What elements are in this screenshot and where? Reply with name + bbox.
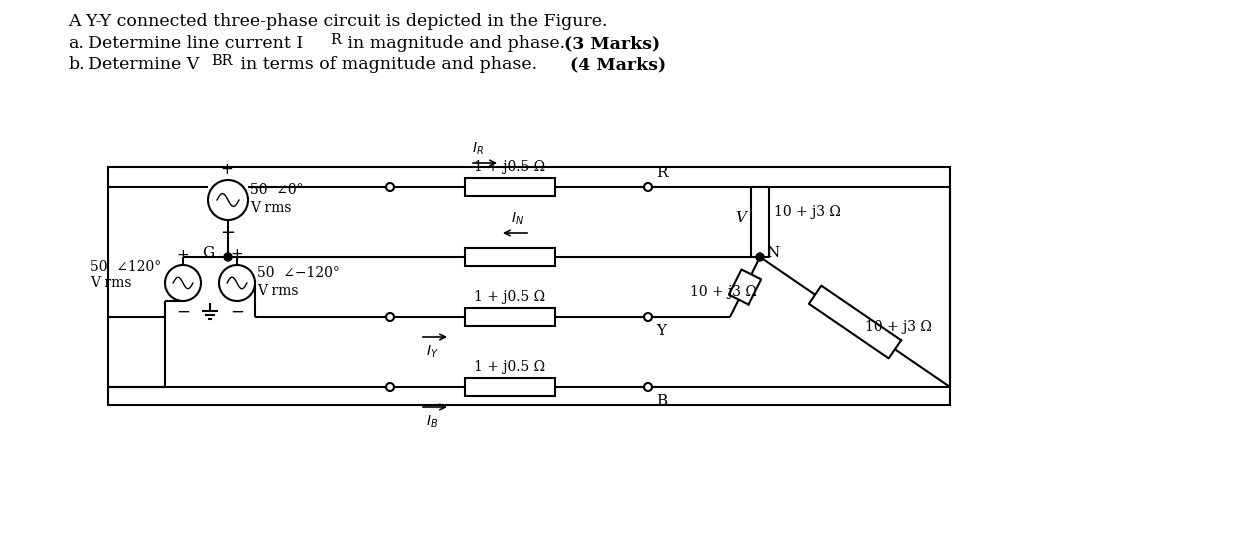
Text: a.: a.	[68, 35, 84, 52]
Text: R: R	[330, 33, 340, 47]
Text: 10 + j3 Ω: 10 + j3 Ω	[691, 285, 756, 299]
Text: $I_Y$: $I_Y$	[426, 344, 438, 361]
Text: $I_N$: $I_N$	[512, 211, 524, 227]
Text: in magnitude and phase.: in magnitude and phase.	[342, 35, 570, 52]
Text: 50  ∠120°: 50 ∠120°	[89, 260, 161, 274]
Circle shape	[386, 383, 394, 391]
Polygon shape	[729, 270, 761, 304]
Text: 10 + j3 Ω: 10 + j3 Ω	[864, 320, 932, 334]
Text: 1 + j0.5 Ω: 1 + j0.5 Ω	[474, 160, 545, 174]
Text: −: −	[230, 303, 243, 321]
Text: V rms: V rms	[250, 201, 292, 215]
Circle shape	[165, 265, 201, 301]
Text: +: +	[176, 248, 189, 263]
Text: $I_B$: $I_B$	[426, 414, 438, 430]
Text: in terms of magnitude and phase.: in terms of magnitude and phase.	[235, 56, 543, 73]
Bar	[465, 248, 555, 266]
Text: −: −	[176, 303, 190, 321]
Text: (4 Marks): (4 Marks)	[564, 56, 666, 73]
Text: Y: Y	[656, 324, 666, 338]
Text: b.: b.	[68, 56, 84, 73]
Text: 50  ∠0°: 50 ∠0°	[250, 183, 303, 197]
Bar	[465, 308, 555, 326]
Text: 1 + j0.5 Ω: 1 + j0.5 Ω	[474, 290, 545, 304]
Circle shape	[207, 180, 248, 220]
Circle shape	[756, 253, 764, 261]
Text: N: N	[766, 246, 779, 260]
Text: V rms: V rms	[257, 284, 298, 298]
Bar	[751, 187, 769, 257]
Text: −: −	[220, 224, 236, 242]
Text: +: +	[221, 162, 233, 177]
Text: G: G	[201, 246, 214, 260]
Text: 10 + j3 Ω: 10 + j3 Ω	[774, 205, 841, 219]
Text: +: +	[231, 247, 243, 262]
Circle shape	[645, 183, 652, 191]
Text: V rms: V rms	[89, 276, 132, 290]
Text: A Y-Y connected three-phase circuit is depicted in the Figure.: A Y-Y connected three-phase circuit is d…	[68, 13, 607, 30]
Text: B: B	[656, 394, 667, 408]
Circle shape	[386, 313, 394, 321]
Circle shape	[645, 383, 652, 391]
Bar	[108, 167, 950, 405]
Text: Determine V: Determine V	[88, 56, 199, 73]
Text: Determine line current I: Determine line current I	[88, 35, 303, 52]
Circle shape	[645, 313, 652, 321]
Text: $I_R$: $I_R$	[472, 141, 484, 157]
Circle shape	[219, 265, 255, 301]
Bar	[465, 378, 555, 396]
Circle shape	[224, 253, 232, 261]
Bar	[465, 178, 555, 196]
Text: 1 + j0.5 Ω: 1 + j0.5 Ω	[474, 360, 545, 374]
Text: R: R	[656, 166, 667, 180]
Text: BR: BR	[211, 54, 232, 68]
Text: V: V	[735, 211, 746, 225]
Circle shape	[386, 183, 394, 191]
Text: 50  ∠−120°: 50 ∠−120°	[257, 266, 340, 280]
Polygon shape	[809, 286, 902, 358]
Text: (3 Marks): (3 Marks)	[564, 35, 661, 52]
